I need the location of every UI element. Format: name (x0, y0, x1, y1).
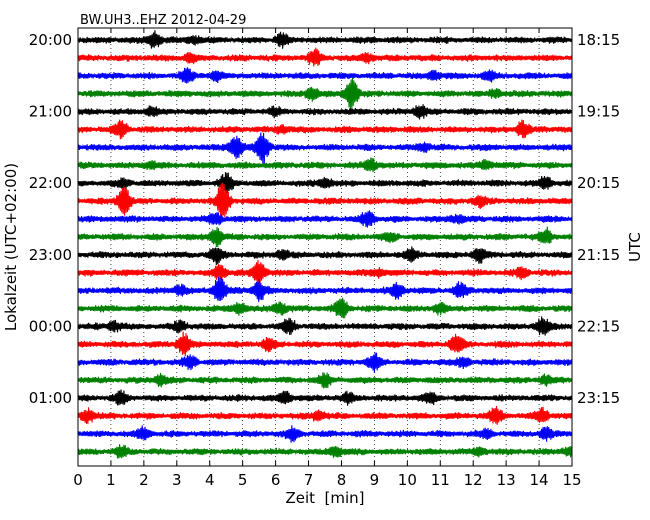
trace-row-8 (77, 172, 573, 195)
y-axis-title-right: UTC (626, 232, 644, 262)
trace-row-3 (77, 77, 573, 110)
x-tick-label-0: 0 (73, 471, 83, 489)
y-axis-title-left: Lokalzeit (UTC+02:00) (2, 163, 20, 331)
x-tick-label-13: 13 (497, 471, 516, 489)
trace-row-2 (77, 67, 573, 84)
trace-row-17 (77, 331, 573, 357)
plot-frame (77, 27, 573, 467)
trace-row-22 (77, 425, 573, 443)
left-hour-label: 20:00 (29, 31, 72, 49)
trace-row-7 (77, 157, 573, 173)
right-hour-label: 19:15 (577, 103, 620, 121)
x-tick-label-7: 7 (304, 471, 314, 489)
trace-row-23 (77, 444, 573, 459)
x-axis-ticks: 0 1 2 3 4 5 6 7 8 9 10 11 12 13 14 15 (73, 28, 582, 489)
right-hour-label: 22:15 (577, 317, 620, 335)
trace-row-10 (77, 210, 573, 228)
trace-row-15 (77, 297, 573, 319)
right-hour-labels: 18:15 19:15 20:15 21:15 22:15 23:15 (567, 31, 620, 407)
trace-row-16 (77, 316, 573, 336)
left-hour-label: 21:00 (29, 103, 72, 121)
x-tick-label-12: 12 (464, 471, 483, 489)
trace-row-9 (77, 182, 573, 221)
x-tick-label-5: 5 (238, 471, 248, 489)
trace-row-1 (77, 47, 573, 67)
x-tick-label-15: 15 (562, 471, 581, 489)
trace-row-11 (77, 226, 573, 248)
trace-row-14 (77, 276, 573, 302)
trace-row-12 (77, 246, 573, 265)
x-tick-label-9: 9 (370, 471, 380, 489)
x-tick-label-1: 1 (106, 471, 116, 489)
x-axis-title: Zeit [min] (285, 489, 364, 507)
trace-row-19 (77, 372, 573, 389)
trace-row-21 (77, 405, 573, 425)
trace-row-4 (77, 104, 573, 120)
right-hour-label: 20:15 (577, 174, 620, 192)
left-hour-label: 22:00 (29, 174, 72, 192)
left-hour-labels: 20:00 21:00 22:00 23:00 00:00 01:00 (29, 31, 83, 407)
right-hour-label: 23:15 (577, 389, 620, 407)
x-tick-label-11: 11 (431, 471, 450, 489)
trace-row-18 (77, 352, 573, 373)
x-tick-label-3: 3 (172, 471, 182, 489)
seismogram-traces (77, 30, 573, 459)
left-hour-label: 23:00 (29, 246, 72, 264)
trace-row-20 (77, 389, 573, 406)
x-tick-label-10: 10 (398, 471, 417, 489)
x-tick-label-14: 14 (530, 471, 549, 489)
left-hour-label: 01:00 (29, 389, 72, 407)
chart-title: BW.UH3..EHZ 2012-04-29 (80, 13, 246, 28)
trace-row-0 (77, 30, 573, 49)
x-tick-label-8: 8 (337, 471, 347, 489)
trace-row-5 (77, 119, 573, 140)
trace-row-13 (77, 259, 573, 286)
x-tick-label-4: 4 (205, 471, 215, 489)
x-tick-label-6: 6 (271, 471, 281, 489)
left-hour-label: 00:00 (29, 317, 72, 335)
right-hour-label: 18:15 (577, 31, 620, 49)
right-hour-label: 21:15 (577, 246, 620, 264)
trace-row-6 (77, 132, 573, 164)
x-tick-label-2: 2 (139, 471, 149, 489)
